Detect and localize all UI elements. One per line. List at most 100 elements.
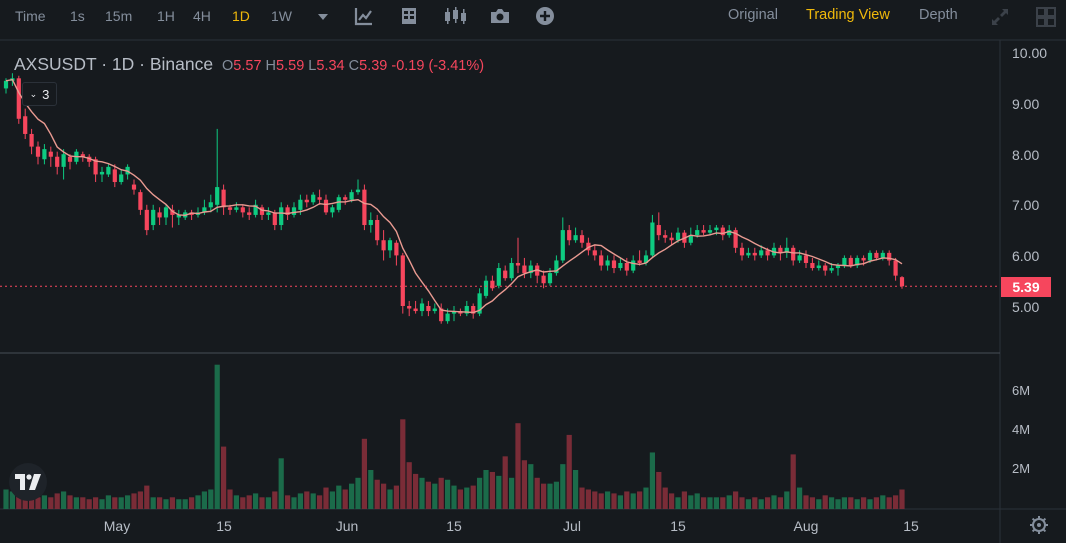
close-value: 5.39 [359,58,388,74]
candle-body [349,192,354,200]
candle-body [29,133,34,147]
price-tick: 8.00 [1012,147,1040,163]
volume-bar [573,470,579,509]
candle-body [560,230,565,261]
candle-body [695,230,700,236]
volume-bar [214,364,220,509]
candle-body [810,262,815,269]
volume-bar [285,495,291,509]
view-trading-view[interactable]: Trading View [806,7,890,23]
view-depth[interactable]: Depth [919,7,958,23]
volume-bar [669,493,675,509]
volume-bar [585,489,591,509]
view-original[interactable]: Original [728,7,778,23]
volume-bar [425,481,431,509]
volume-bar [701,497,707,509]
candle-body [176,214,181,218]
volume-bar [848,497,854,509]
candle-body [887,252,892,261]
indicator-toggle-button[interactable]: ⌄ 3 [22,82,57,106]
candle-body [464,306,469,314]
candle-body [151,209,156,226]
interval-15m[interactable]: 15m [105,8,133,24]
interval-4h[interactable]: 4H [193,8,211,24]
volume-bar [176,499,182,509]
candle-body [624,262,629,271]
volume-bar [61,491,67,509]
candle-body [707,230,713,233]
low-value: 5.34 [316,58,345,74]
time-tick: Aug [793,518,819,534]
candle-body [599,255,604,266]
volume-bar [477,477,483,509]
volume-bar [67,495,73,509]
volume-bar [713,497,719,509]
candle-body [215,187,220,205]
candle-body [759,250,764,256]
volume-bar [502,456,508,509]
volume-bar [105,495,111,509]
candle-body [477,293,482,314]
candle-body [202,207,207,213]
low-key: L [308,58,317,74]
legend-exchange: Binance [149,54,214,74]
candle-body [170,209,175,215]
indicator-count: 3 [42,86,50,102]
interval-1w[interactable]: 1W [271,8,292,24]
symbol-name[interactable]: AXSUSDT [14,54,97,74]
candle-body [701,230,706,233]
candle-body [119,174,124,183]
price-tick: 5.00 [1012,299,1040,315]
interval-1s[interactable]: 1s [70,8,85,24]
candle-body [16,78,21,119]
time-tick: 15 [903,518,919,534]
fullscreen-icon[interactable] [990,7,1010,32]
candle-body [439,308,444,322]
candle-body [55,156,60,167]
high-value: 5.59 [276,58,305,74]
volume-bar [694,493,700,509]
settings-gear-icon[interactable] [1029,515,1049,540]
templates-icon[interactable] [399,6,419,31]
interval-1d[interactable]: 1D [232,8,250,24]
volume-bar [246,495,252,509]
volume-bar [355,477,361,509]
chevron-down-icon[interactable] [317,9,329,27]
volume-bar [29,495,35,509]
candle-body [503,270,508,279]
interval-time[interactable]: Time [15,8,46,24]
volume-bar [323,487,329,509]
candle-body [240,207,245,213]
interval-1h[interactable]: 1H [157,8,175,24]
candle-body [407,306,412,309]
volume-bar [675,497,681,509]
candle-body [163,207,169,218]
chart-type-icon[interactable] [443,6,467,31]
volume-bar [272,491,278,509]
volume-bar [841,497,847,509]
volume-bar [99,499,105,509]
volume-bar [163,499,169,509]
layout-grid-icon[interactable] [1036,7,1056,32]
volume-bar [393,485,399,509]
candle-body [720,227,725,236]
add-icon[interactable] [535,6,555,31]
high-key: H [265,58,277,74]
candle-body [746,252,751,256]
price-tick: 9.00 [1012,96,1040,112]
candle-body [259,207,265,215]
volume-bar [125,495,131,509]
candle-body [227,207,233,210]
screenshot-icon[interactable] [489,6,511,31]
candle-body [247,212,252,215]
volume-bar [496,475,502,509]
volume-bar [278,458,284,509]
volume-bar [886,497,892,509]
indicators-icon[interactable] [354,6,374,31]
volume-bar [208,489,214,509]
candle-body [419,303,425,312]
volume-bar [566,434,572,509]
candle-body [266,212,271,215]
candle-body [311,194,316,203]
